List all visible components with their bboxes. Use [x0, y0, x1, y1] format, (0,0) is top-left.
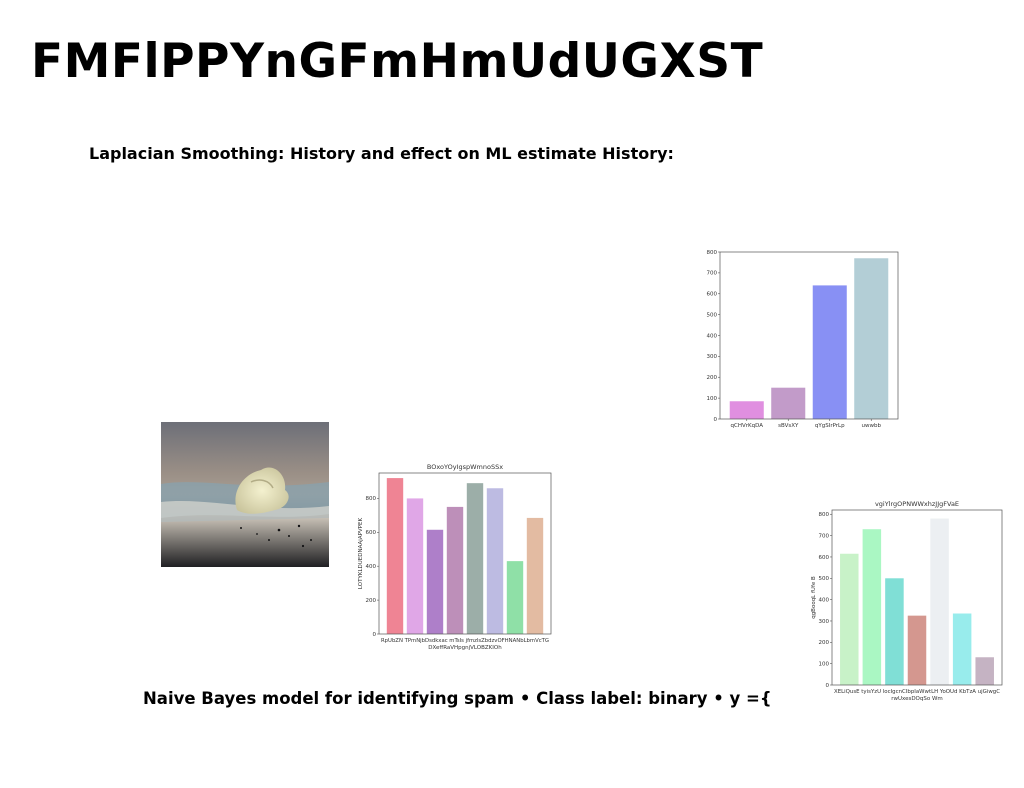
x-tick-label: uwwbb: [862, 423, 882, 429]
x-tick-labels: RpUbZN TPmNjbDsdkxac mTsIs jfmzlsZbdzvOF…: [381, 638, 549, 644]
y-tick-label: 200: [707, 375, 718, 381]
x-tick-labels-row2: rwUxesDOqSo Wm: [891, 696, 943, 702]
y-tick-label: 700: [707, 271, 718, 277]
bar-qYgSIrPrLp: [812, 285, 847, 419]
y-tick-label: 0: [826, 683, 830, 689]
bar-TPmNj: [406, 498, 424, 634]
bar-uwwbb: [854, 258, 889, 419]
y-tick-label: 0: [714, 417, 718, 423]
bar-YoOUd: [930, 518, 949, 685]
y-tick-label: 500: [819, 576, 830, 582]
x-tick-label: qYgSIrPrLp: [815, 423, 845, 429]
x-tick-label: qCHVrKqDA: [731, 423, 764, 429]
seashell-photo: [161, 422, 329, 567]
bar-bDsdkxac DXeffRaVHpgnj: [426, 529, 444, 634]
bar-XELiQusE: [840, 553, 859, 685]
y-tick-label: 100: [707, 396, 718, 402]
y-axis-label: qgBooqL fUfe B: [811, 576, 817, 619]
y-tick-label: 200: [819, 640, 830, 646]
bar-NANbLbm: [506, 561, 524, 634]
bar-ujGiwgC: [975, 657, 994, 685]
y-tick-label: 400: [819, 597, 830, 603]
bar-chart-3-svg: vgiYlrgOPNWWxhzJJgFVaE qgBooqL fUfe B 0 100…: [811, 500, 1003, 702]
bar-chart-2-svg: BOxoYOyIgspWmnoSSx LOTYKLDUEDNAAjAPVPEK 0 2…: [358, 463, 552, 651]
y-tick-label: 600: [366, 530, 377, 536]
bar-qCHVrKqDA: [729, 401, 764, 419]
bar-chart-1-svg: 0 100 200 300 400 500 600 700 800 qCHVrKqDA sBVsXY…: [707, 250, 899, 429]
bar-VcTG: [526, 517, 544, 634]
y-axis-label: LOTYKLDUEDNAAjAPVPEK: [358, 518, 364, 590]
slide-footer-text: Naive Bayes model for identifying spam •…: [143, 689, 772, 708]
y-tick-label: 0: [373, 632, 377, 638]
bar-chart-2: BOxoYOyIgspWmnoSSx LOTYKLDUEDNAAjAPVPEK 0 2…: [352, 459, 557, 657]
bar-RpUbZN: [386, 478, 404, 634]
bar-chart-3: vgiYlrgOPNWWxhzJJgFVaE qgBooqL fUfe B 0 100…: [808, 497, 1013, 707]
bar-KbTzA: [952, 613, 972, 685]
y-tick-label: 500: [707, 312, 718, 318]
chart-title: vgiYlrgOPNWWxhzJJgFVaE: [875, 500, 959, 508]
y-tick-label: 600: [819, 555, 830, 561]
y-tick-label: 400: [707, 333, 718, 339]
y-tick-label: 800: [707, 250, 718, 256]
bar-mTsIs: [446, 506, 464, 634]
bar-locIgcnCIbp: [885, 578, 904, 685]
slide-title: FMFlPPYnGFmHmUdUGXST: [31, 34, 764, 89]
y-tick-label: 800: [819, 512, 830, 518]
y-tick-label: 200: [366, 598, 377, 604]
y-tick-label: 300: [707, 354, 718, 360]
bar-aWwtLH: [907, 615, 927, 685]
bar-jfmzlsZbVLOBZKIOh: [466, 483, 484, 634]
bar-chart-1: 0 100 200 300 400 500 600 700 800 qCHVrKqDA sBVsXY…: [698, 244, 903, 434]
y-tick-label: 300: [819, 619, 830, 625]
y-tick-label: 600: [707, 292, 718, 298]
chart-title: BOxoYOyIgspWmnoSSx: [427, 463, 503, 471]
y-tick-label: 800: [366, 496, 377, 502]
bar-sBVsXY: [771, 387, 806, 419]
y-tick-label: 400: [366, 564, 377, 570]
x-tick-labels: XELiQusE tyisYzU locIgcnCIbpIaWwtLH YoOU…: [834, 689, 1000, 695]
bar-tyisYzU: [862, 529, 882, 685]
seashell-on-beach-photo-icon: [161, 422, 329, 567]
slide-subtitle: Laplacian Smoothing: History and effect …: [89, 144, 674, 163]
x-tick-label: sBVsXY: [778, 423, 799, 429]
bar-dzvOFH: [486, 488, 504, 634]
y-tick-label: 700: [819, 533, 830, 539]
y-tick-label: 100: [819, 661, 830, 667]
plot-frame: [378, 472, 552, 635]
x-tick-labels-row2: DXeffRaVHpgnjVLOBZKIOh: [428, 645, 502, 651]
plot-frame: [831, 509, 1003, 686]
